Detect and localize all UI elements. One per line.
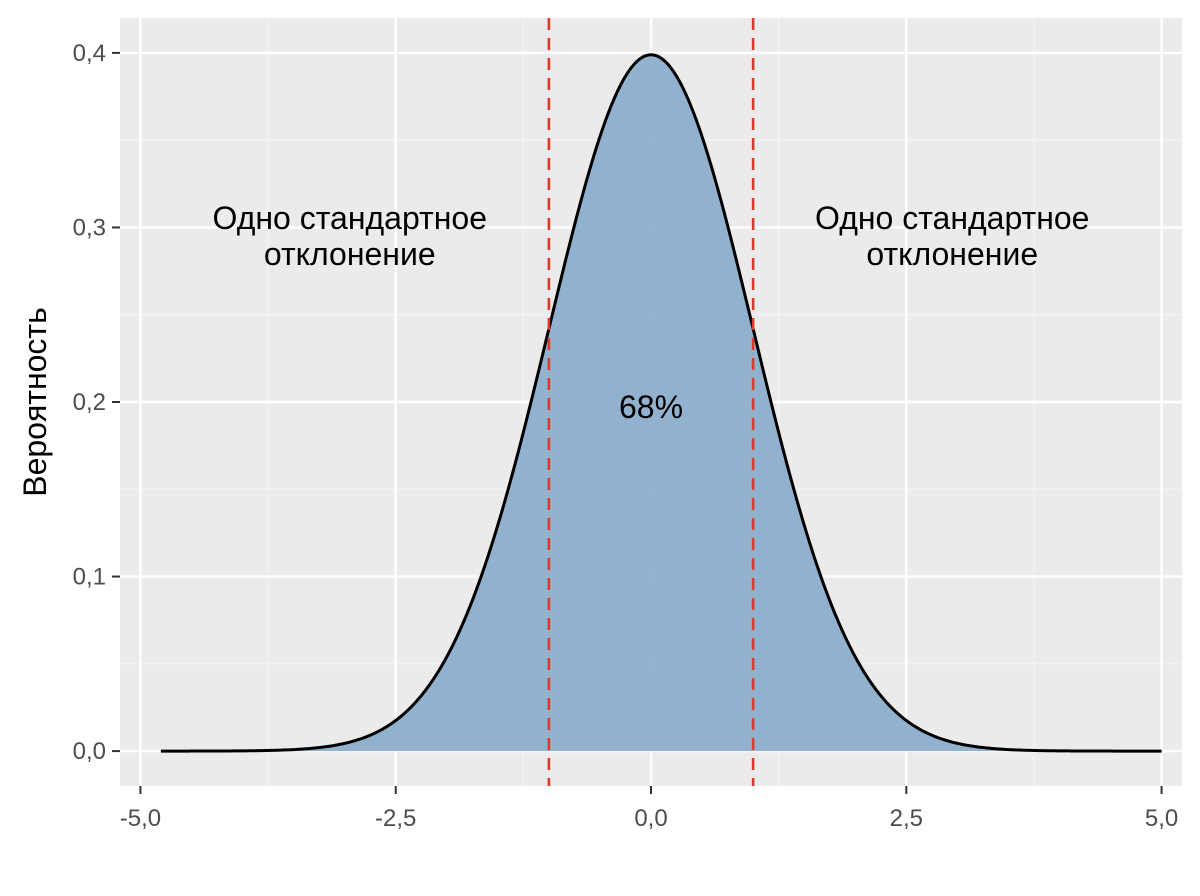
- std-deviation-lines: [547, 18, 755, 786]
- x-tick-label: 5,0: [1145, 805, 1178, 832]
- annotation-left-line-0: Одно стандартное: [213, 200, 487, 236]
- y-tick-label: 0,4: [73, 40, 106, 67]
- annotation-center-line-0: 68%: [619, 389, 683, 425]
- annotation-right-line-0: Одно стандартное: [815, 200, 1089, 236]
- y-axis: 0,0 0,1 0,2 0,3 0,4: [73, 40, 120, 765]
- annotation-left-line-1: отклонение: [264, 236, 436, 272]
- x-tick-label: -2,5: [375, 805, 416, 832]
- y-tick-label: 0,0: [73, 738, 106, 765]
- annotation-right-line-1: отклонение: [866, 236, 1038, 272]
- y-tick-label: 0,1: [73, 564, 106, 591]
- y-tick-label: 0,2: [73, 389, 106, 416]
- density-area-fill: [160, 54, 1162, 752]
- x-axis: -5,0 -2,5 0,0 2,5 5,0: [120, 786, 1178, 832]
- density-curve-line: [160, 53, 1162, 753]
- x-tick-label: -5,0: [120, 805, 161, 832]
- y-axis-title: Вероятность: [17, 307, 53, 497]
- x-tick-label: 2,5: [890, 805, 923, 832]
- y-tick-label: 0,3: [73, 214, 106, 241]
- x-tick-label: 0,0: [634, 805, 667, 832]
